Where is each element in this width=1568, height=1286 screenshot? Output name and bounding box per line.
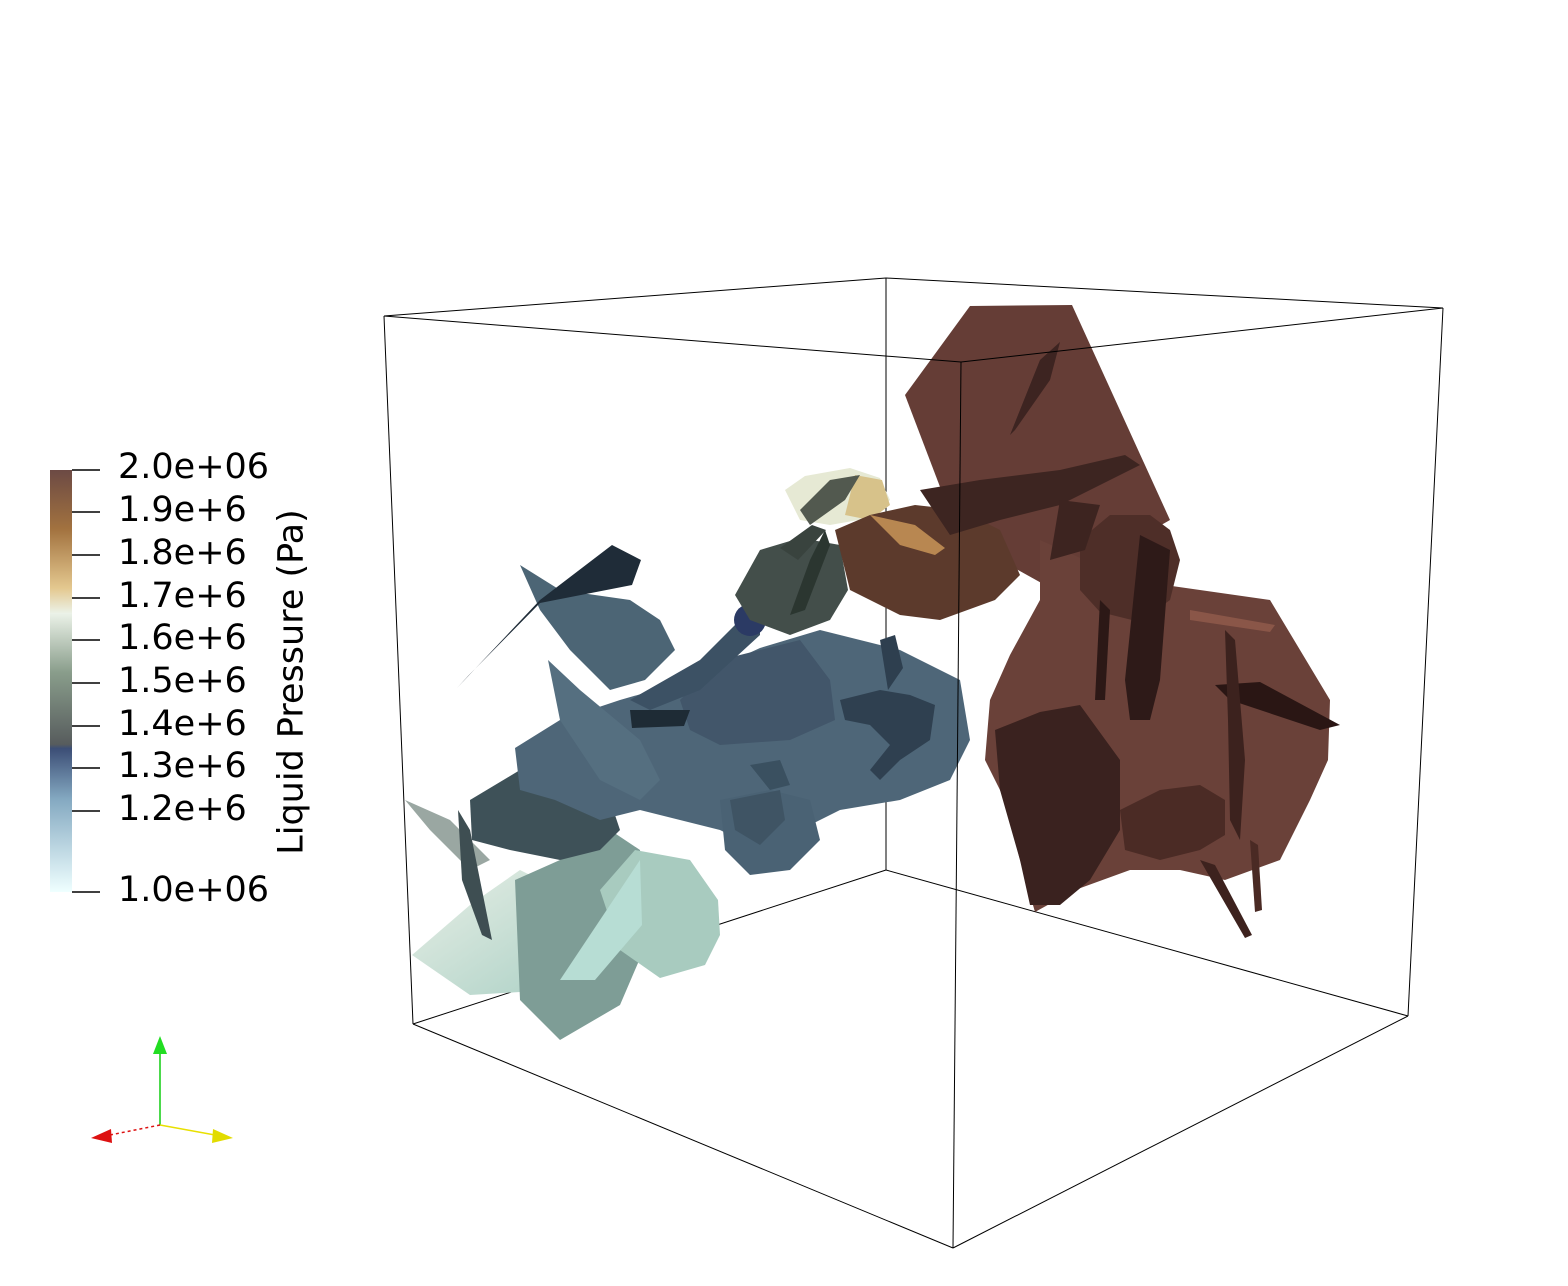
mid-pressure-fractures: [457, 545, 970, 875]
xyz-axes-icon: [91, 1036, 233, 1143]
colorbar-tick-label: 1.0e+06: [118, 870, 270, 910]
high-pressure-fractures: [835, 305, 1340, 938]
colorbar-tick-label: 1.5e+6: [118, 661, 247, 701]
colorbar-tick-label: 1.3e+6: [118, 746, 247, 786]
colorbar-legend: 2.0e+06 1.9e+6 1.8e+6 1.7e+6 1.6e+6 1.5e…: [0, 0, 340, 920]
y-axis-arrow: [153, 1036, 167, 1054]
transition-fractures: [735, 468, 890, 635]
colorbar-title: Liquid Pressure (Pa): [271, 509, 312, 855]
z-axis-arrow: [212, 1129, 233, 1143]
colorbar-tick-label: 1.2e+6: [118, 789, 247, 829]
colorbar-strip: [50, 470, 72, 892]
low-pressure-fractures: [405, 800, 720, 1040]
colorbar-tick-label: 1.6e+6: [118, 618, 247, 658]
colorbar-tick-label: 1.4e+6: [118, 704, 247, 744]
x-axis-arrow: [91, 1129, 112, 1143]
bounding-box-front: [383, 307, 1444, 1249]
colorbar-tick-label: 2.0e+06: [118, 447, 270, 487]
colorbar-tick-label: 1.9e+6: [118, 490, 247, 530]
colorbar: [50, 469, 100, 893]
colorbar-tick-label: 1.8e+6: [118, 533, 247, 573]
colorbar-tick-label: 1.7e+6: [118, 576, 247, 616]
